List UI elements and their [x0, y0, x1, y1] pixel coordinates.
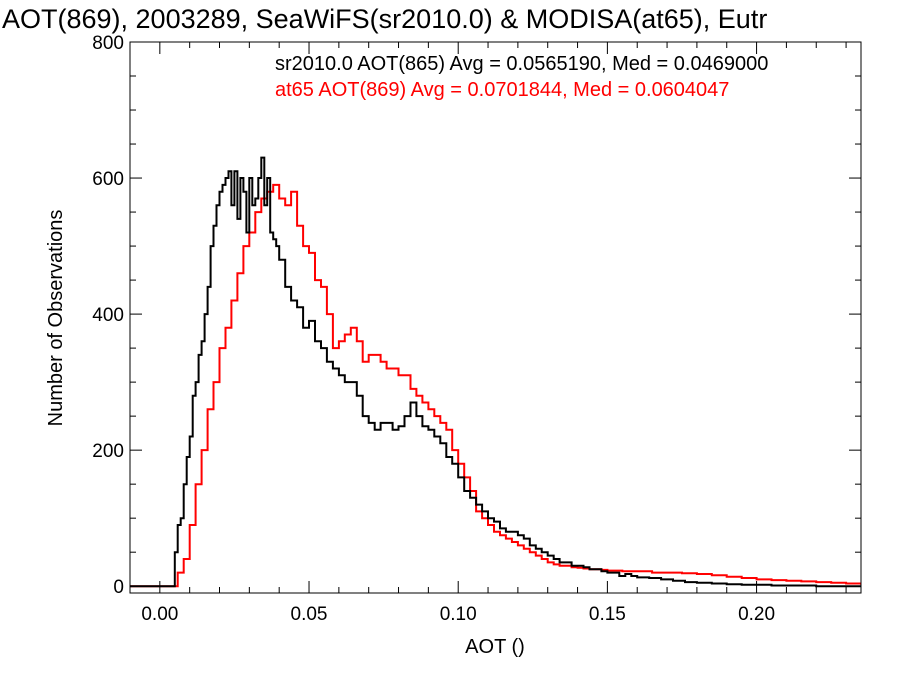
x-axis-label: AOT () [465, 636, 525, 658]
y-tick-label: 400 [92, 305, 124, 326]
y-tick-label: 600 [92, 169, 124, 190]
stats-annotation-at65: at65 AOT(869) Avg = 0.0701844, Med = 0.0… [275, 79, 729, 101]
y-axis-label: Number of Observations [45, 210, 67, 427]
stats-annotation-sr2010: sr2010.0 AOT(865) Avg = 0.0565190, Med =… [275, 53, 768, 75]
x-tick-label: 0.15 [589, 604, 626, 625]
axes: 0.00 0.05 0.10 0.15 0.20 0 200 400 600 800 [92, 33, 861, 625]
chart-title: AOT(869), 2003289, SeaWiFS(sr2010.0) & M… [2, 4, 767, 34]
y-tick-label: 0 [113, 577, 124, 598]
x-tick-label: 0.00 [141, 604, 178, 625]
x-tick-label: 0.20 [738, 604, 775, 625]
plot-frame [129, 41, 862, 594]
x-tick-label: 0.10 [440, 604, 477, 625]
y-tick-label: 800 [92, 33, 124, 54]
x-tick-label: 0.05 [291, 604, 328, 625]
series-line-sr2010 [130, 156, 861, 588]
y-tick-label: 200 [92, 441, 124, 462]
series-line-at65 [130, 183, 861, 588]
plot-area [130, 156, 861, 588]
